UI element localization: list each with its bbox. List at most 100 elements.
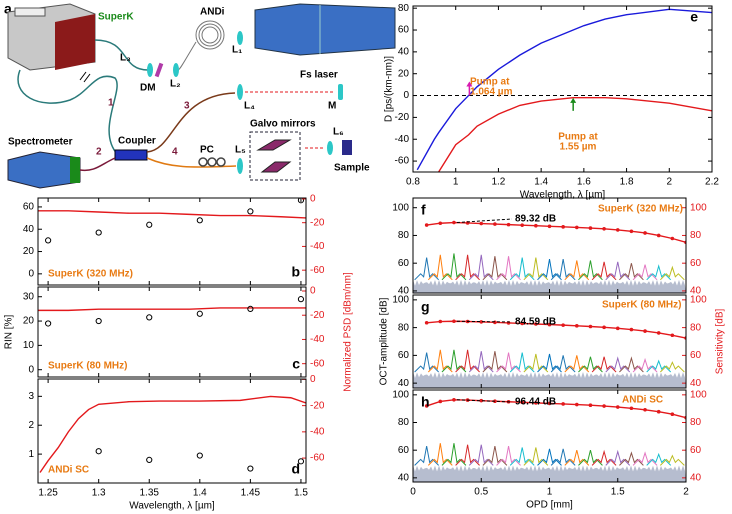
- y2-tick-label: 60: [690, 445, 702, 456]
- data-line: [438, 97, 712, 172]
- data-point: [575, 225, 579, 230]
- pump-arrow-head: [570, 97, 577, 103]
- y-tick-label: 60: [398, 350, 410, 361]
- data-point: [95, 448, 102, 455]
- fiber-break: [83, 73, 91, 83]
- data-point: [297, 198, 305, 204]
- data-point: [615, 405, 620, 409]
- panel-label: g: [421, 299, 430, 315]
- annotation: 1.064 µm: [470, 87, 513, 98]
- port-label: 4: [172, 147, 178, 158]
- data-point: [424, 320, 429, 325]
- y-tick-label: 1: [28, 449, 34, 460]
- data-point: [629, 229, 634, 234]
- data-point: [95, 317, 102, 325]
- x-tick-label: 1.25: [38, 488, 58, 499]
- psf-peak: [455, 254, 480, 281]
- l6-label: L₆: [333, 127, 344, 138]
- port-label: 3: [184, 101, 190, 112]
- y-tick-label: 0: [28, 268, 34, 279]
- psf-peak: [523, 447, 549, 466]
- data-point: [196, 452, 203, 459]
- superk-top: [14, 7, 46, 17]
- psf-peak: [550, 448, 576, 466]
- leader-line: [456, 320, 513, 323]
- x-tick-label: 1.5: [611, 487, 625, 498]
- y-tick-label: -60: [395, 156, 410, 167]
- x-tick-label: 1.6: [577, 177, 591, 188]
- psf-peak: [537, 353, 562, 373]
- y2-tick-label: 80: [690, 230, 702, 241]
- y2-tick-label: -40: [310, 241, 325, 252]
- annotation: 84.59 dB: [515, 317, 556, 328]
- data-point: [424, 223, 429, 227]
- y-axis-label: RIN [%]: [4, 315, 15, 350]
- y-tick-label: -20: [395, 112, 410, 123]
- y-tick-label: 100: [392, 389, 409, 400]
- leader-line: [456, 399, 513, 403]
- y-tick-label: 0: [403, 90, 409, 101]
- psf-peak: [468, 254, 494, 281]
- data-point: [561, 402, 565, 406]
- data-point: [670, 412, 675, 417]
- y-tick-label: 60: [398, 25, 410, 36]
- x-tick-label: 1: [547, 487, 553, 498]
- data-point: [493, 222, 497, 226]
- y-tick-label: 40: [23, 224, 35, 235]
- psf-peak: [468, 444, 494, 466]
- annotation: SuperK (320 MHz): [598, 204, 683, 215]
- data-point: [146, 456, 153, 463]
- y2-tick-label: 40: [690, 472, 702, 483]
- lens: [147, 63, 153, 77]
- spectrometer-label: Spectrometer: [8, 137, 73, 148]
- mirror: [338, 84, 343, 100]
- lens: [173, 63, 179, 77]
- chart-panel: 0.8 1 1.2 1.4 1.6 1.8 2 2.2 -60 -40 -20 0 20 40 60 80 Wa…: [384, 3, 720, 201]
- psf-peak: [468, 351, 494, 373]
- fs-laser-box: [254, 3, 396, 56]
- y-tick-label: -40: [395, 134, 410, 145]
- x-tick-label: 2: [683, 487, 689, 498]
- psf-peak: [619, 451, 644, 466]
- fiber: [146, 92, 236, 153]
- annotation: 96.44 dB: [515, 397, 556, 408]
- panel-label: b: [291, 264, 300, 280]
- data-point: [534, 223, 538, 228]
- y-tick-label: 20: [23, 316, 35, 327]
- y2-tick-label: -20: [310, 310, 325, 321]
- fiber: [146, 157, 237, 168]
- psf-peak: [632, 264, 658, 281]
- y-tick-label: 2: [28, 420, 34, 431]
- x-axis-label: Wavelength, λ [µm]: [520, 190, 606, 201]
- data-point: [547, 322, 552, 327]
- superk-label: SuperK: [98, 12, 134, 23]
- y2-tick-label: -20: [310, 400, 325, 411]
- psf-peak: [591, 449, 617, 466]
- psf-peak: [482, 351, 508, 373]
- schematic: a SuperK Fs laser ANDi L₁ L₃ DM L₂ Coupl…: [4, 1, 396, 189]
- panel-label: e: [690, 9, 698, 25]
- psf-peak: [523, 257, 549, 281]
- data-point: [297, 458, 305, 465]
- psf-peak: [564, 260, 590, 281]
- psf-peak: [427, 254, 453, 281]
- psf-peak: [523, 353, 549, 373]
- y-tick-label: 40: [398, 47, 410, 58]
- plot-frame: [37, 286, 307, 378]
- y-tick-label: 40: [398, 378, 410, 389]
- fiber: [79, 157, 116, 172]
- psf-peak: [509, 352, 535, 373]
- psf-peak: [441, 253, 467, 281]
- galvo-box: [249, 131, 301, 181]
- data-point: [479, 398, 484, 403]
- data-point: [247, 305, 254, 312]
- y-tick-label: 80: [398, 3, 410, 14]
- plot-area: [413, 8, 712, 172]
- y-tick-label: 30: [23, 291, 35, 302]
- data-point: [575, 324, 579, 328]
- psf-peak: [537, 258, 562, 281]
- psf-peak: [578, 260, 603, 281]
- annotation: Pump at: [470, 77, 510, 88]
- noise-floor: [413, 465, 686, 482]
